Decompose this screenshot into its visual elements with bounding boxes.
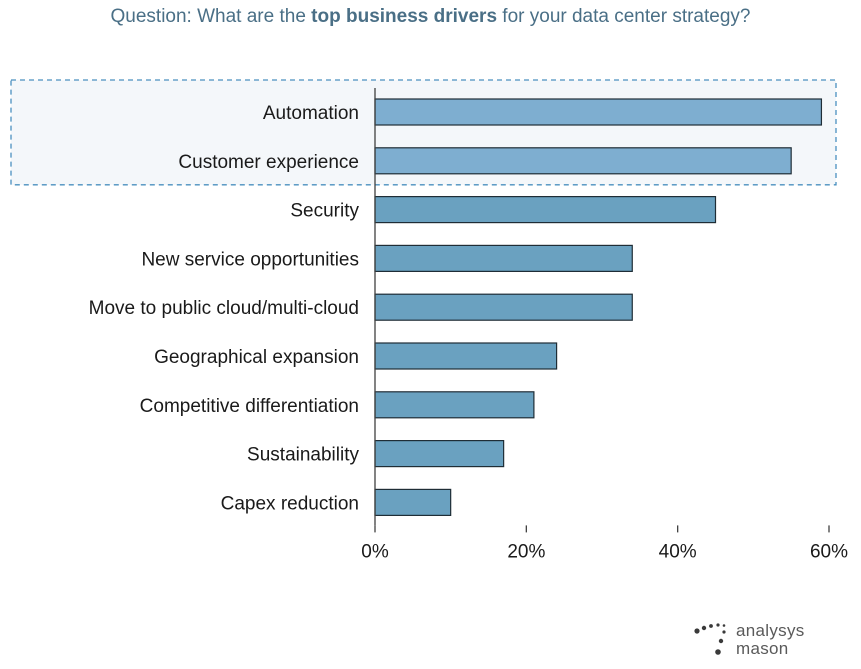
bar bbox=[374, 488, 452, 516]
logo-line1: analysys bbox=[736, 621, 805, 640]
category-label: Security bbox=[290, 201, 359, 222]
category-label: Capex reduction bbox=[221, 493, 359, 514]
logo-line2: mason bbox=[736, 639, 789, 658]
title-suffix: for your data center strategy? bbox=[497, 6, 751, 27]
chart-title: Question: What are the top business driv… bbox=[0, 6, 861, 28]
bar bbox=[374, 440, 505, 468]
x-tick-label: 60% bbox=[810, 541, 848, 562]
category-label: Automation bbox=[263, 103, 359, 124]
bar bbox=[374, 98, 823, 126]
bar bbox=[374, 196, 717, 224]
logo-dots-icon bbox=[694, 623, 726, 655]
bar bbox=[374, 293, 633, 321]
analysys-mason-logo: analysys mason bbox=[690, 620, 830, 664]
x-tick-label: 0% bbox=[361, 541, 389, 562]
bar bbox=[374, 244, 633, 272]
bar bbox=[374, 342, 558, 370]
x-tick-label: 20% bbox=[507, 541, 545, 562]
category-label: New service opportunities bbox=[141, 249, 359, 270]
bar bbox=[374, 147, 792, 175]
category-label: Sustainability bbox=[247, 445, 359, 466]
x-tick-label: 40% bbox=[659, 541, 697, 562]
category-label: Customer experience bbox=[178, 152, 359, 173]
title-bold: top business drivers bbox=[311, 6, 498, 27]
bar bbox=[374, 391, 535, 419]
category-label: Move to public cloud/multi-cloud bbox=[89, 298, 359, 319]
title-prefix: Question: What are the bbox=[110, 6, 312, 27]
category-label: Competitive differentiation bbox=[140, 396, 359, 417]
category-label: Geographical expansion bbox=[154, 347, 359, 368]
